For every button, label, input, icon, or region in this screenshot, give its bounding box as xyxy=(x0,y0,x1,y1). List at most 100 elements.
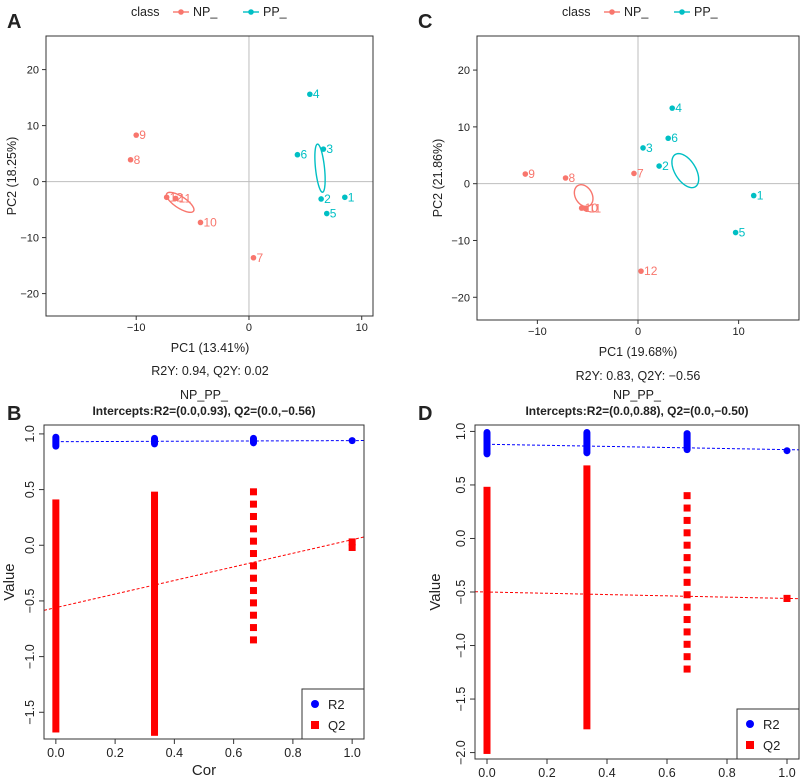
q2-permutation-square xyxy=(249,500,257,508)
point-label: 7 xyxy=(637,166,644,180)
x-tick-label: 0.8 xyxy=(718,766,735,780)
legend-box xyxy=(736,708,800,760)
panel-letter-d: D xyxy=(418,403,432,425)
r2-regression-line xyxy=(486,443,800,451)
point-np-11 xyxy=(172,195,179,202)
panel-letter-b: B xyxy=(7,403,21,425)
x-tick-label: 1.0 xyxy=(778,766,795,780)
legend-key-dot xyxy=(609,9,615,15)
q2-permutation-square xyxy=(249,624,257,632)
point-np-9 xyxy=(522,171,529,177)
point-pp-6 xyxy=(294,151,301,158)
r2y-q2y-subtitle: R2Y: 0.94, Q2Y: 0.02 xyxy=(151,364,268,378)
r2-permutation-dots xyxy=(348,437,356,445)
y-axis-label: Value xyxy=(427,573,444,610)
x-tick-label: −10 xyxy=(528,326,547,338)
legend-q2-square xyxy=(311,721,319,729)
x-tick-label: 0 xyxy=(246,322,252,334)
r2y-q2y-subtitle: R2Y: 0.83, Q2Y: −0.56 xyxy=(576,369,701,383)
q2-permutation-square xyxy=(683,578,691,586)
intercepts-subtitle: Intercepts:R2=(0.0,0.88), Q2=(0.0,−0.50) xyxy=(525,404,748,418)
q2-permutation-square xyxy=(249,599,257,607)
point-label: 2 xyxy=(662,159,669,173)
point-label: 9 xyxy=(139,128,146,142)
y-tick-label: −1.5 xyxy=(454,687,468,712)
point-label: 4 xyxy=(675,101,682,115)
legend-box xyxy=(301,688,365,740)
r2-permutation-dots xyxy=(783,447,791,455)
point-label: 10 xyxy=(203,215,217,229)
y-tick-label: −10 xyxy=(451,235,470,247)
x-tick-label: 0.0 xyxy=(478,766,495,780)
y-tick-label: −10 xyxy=(20,233,39,245)
point-pp-2 xyxy=(318,196,324,202)
point-label: 11 xyxy=(589,202,602,216)
r2-permutation-dots xyxy=(483,428,491,458)
y-tick-label: 10 xyxy=(458,122,470,134)
point-np-10 xyxy=(197,219,204,226)
q2-permutation-square xyxy=(249,550,257,558)
point-label: 4 xyxy=(313,87,320,101)
legend-label-np: NP_ xyxy=(624,5,649,19)
r2-permutation-dots xyxy=(583,428,591,457)
legend-key-dot xyxy=(248,9,254,15)
y-axis-label: PC2 (18.25%) xyxy=(5,137,19,216)
y-tick-label: 0.0 xyxy=(454,530,468,547)
point-pp-3 xyxy=(640,145,646,151)
y-tick-label: −0.5 xyxy=(454,580,468,605)
legend-label-q2: Q2 xyxy=(328,718,345,733)
q2-permutation-square xyxy=(249,574,257,582)
y-tick-label: 0.5 xyxy=(454,476,468,493)
legend-label-pp: PP_ xyxy=(694,5,719,19)
point-pp-1 xyxy=(750,192,757,199)
q2-permutation-square xyxy=(683,616,691,624)
x-tick-label: −10 xyxy=(127,322,146,334)
q2-permutation-square xyxy=(683,628,691,636)
plot-frame xyxy=(43,424,365,740)
q2-permutation-square xyxy=(249,587,257,595)
y-tick-label: 10 xyxy=(27,121,39,133)
x-tick-label: 0.2 xyxy=(538,766,555,780)
q2-permutation-squares xyxy=(483,486,491,754)
panel-letter-a: A xyxy=(7,11,21,33)
q2-permutation-square xyxy=(249,562,257,570)
panel-letter-c: C xyxy=(418,11,432,33)
legend-title: class xyxy=(562,5,590,19)
y-tick-label: −1.5 xyxy=(23,700,37,725)
point-label: 10 xyxy=(585,201,599,215)
legend-label-np: NP_ xyxy=(193,5,218,19)
y-tick-label: 20 xyxy=(27,65,39,77)
q2-permutation-square xyxy=(683,504,691,512)
point-label: 11 xyxy=(179,191,192,205)
x-axis-label: PC1 (19.68%) xyxy=(599,345,678,359)
point-label: 6 xyxy=(671,131,678,145)
legend-key-dot xyxy=(679,9,685,15)
legend-q2-square xyxy=(746,741,754,749)
r2-permutation-dots xyxy=(683,430,691,454)
intercepts-subtitle: Intercepts:R2=(0.0,0.93), Q2=(0.0,−0.56) xyxy=(92,404,315,418)
x-tick-label: 0.4 xyxy=(166,746,183,760)
y-axis-label: PC2 (21.86%) xyxy=(431,139,445,218)
x-tick-label: 0.2 xyxy=(106,746,123,760)
legend-r2-dot xyxy=(311,700,319,708)
r2-permutation-dots xyxy=(52,433,60,450)
x-tick-label: 0.6 xyxy=(658,766,675,780)
x-tick-label: 0.0 xyxy=(47,746,64,760)
point-np-12 xyxy=(163,194,170,201)
y-axis-label: Value xyxy=(1,563,18,600)
x-axis-label: PC1 (13.41%) xyxy=(171,341,250,355)
q2-permutation-square xyxy=(683,516,691,524)
x-tick-label: 1.0 xyxy=(343,746,360,760)
point-label: 3 xyxy=(326,142,333,156)
permutation-plot-b: NP_PP_ Intercepts:R2=(0.0,0.93), Q2=(0.0,… xyxy=(1,388,365,779)
r2-permutation-dots xyxy=(249,434,257,447)
point-label: 9 xyxy=(528,167,535,181)
y-tick-label: −1.0 xyxy=(23,644,37,669)
q2-permutation-squares xyxy=(151,491,159,736)
legend-label-r2: R2 xyxy=(763,717,780,732)
y-tick-label: −1.0 xyxy=(454,633,468,658)
